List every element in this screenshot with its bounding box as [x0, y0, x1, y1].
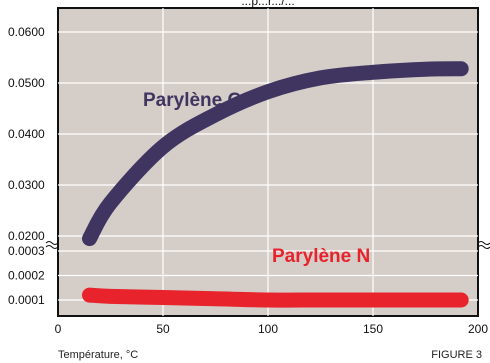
- axis-break-mark: [45, 241, 59, 245]
- series-label-parylene-c: Parylène C: [143, 90, 241, 111]
- x-tick-label: 200: [468, 322, 488, 336]
- y-tick-label: 0.0500: [8, 76, 45, 90]
- axis-break-marks: [45, 241, 490, 249]
- y-tick-label: 0.0002: [8, 269, 45, 283]
- y-tick-label: 0.0400: [8, 127, 45, 141]
- y-tick-label: 0.0300: [8, 178, 45, 192]
- x-tick-label: 50: [156, 322, 170, 336]
- axis-break-mark: [477, 245, 490, 249]
- y-tick-label: 0.0600: [8, 25, 45, 39]
- y-tick-label: 0.0200: [8, 229, 45, 243]
- figure-label: FIGURE 3: [431, 349, 482, 361]
- series-group: [82, 61, 469, 308]
- axis-break-mark: [477, 241, 490, 245]
- y-tick-label: 0.0003: [8, 244, 45, 258]
- x-tick-label: 100: [258, 322, 278, 336]
- series-line: [82, 61, 469, 247]
- x-axis-label: Température, °C: [58, 349, 138, 361]
- y-tick-label: 0.0001: [8, 293, 45, 307]
- x-tick-label: 0: [55, 322, 62, 336]
- series-line: [82, 287, 469, 308]
- series-label-parylene-n: Parylène N: [272, 246, 370, 267]
- y-tick-labels-upper: 0.0200 0.0300 0.0400 0.0500 0.0600: [8, 25, 45, 243]
- x-tick-label: 150: [363, 322, 383, 336]
- chart-title: ...p...r.../...: [241, 0, 294, 8]
- axis-break-mark: [45, 245, 59, 249]
- x-tick-labels: 0 50 100 150 200: [55, 322, 489, 336]
- y-tick-labels-lower: 0.0001 0.0002 0.0003: [8, 244, 45, 307]
